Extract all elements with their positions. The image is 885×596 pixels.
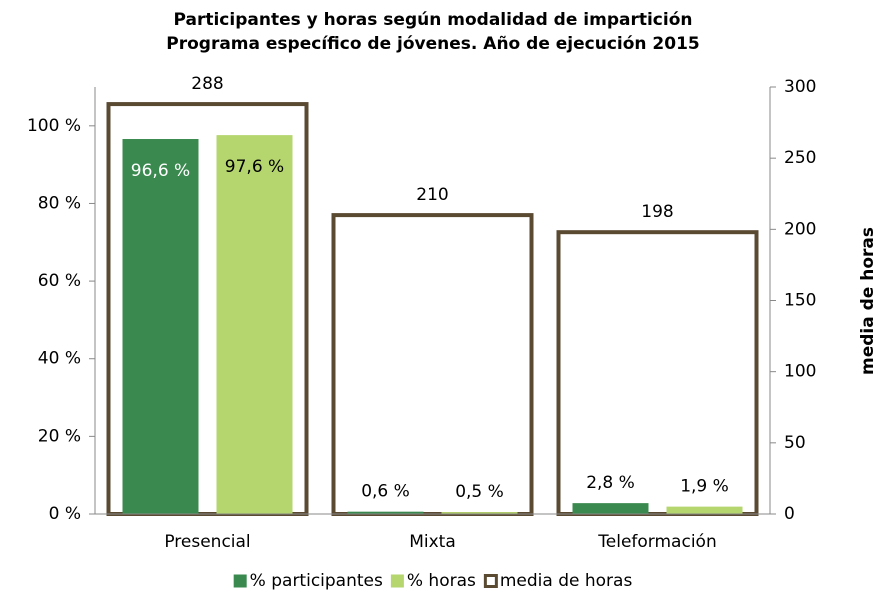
x-tick-label: Mixta: [409, 532, 456, 552]
chart-title: Participantes y horas según modalidad de…: [173, 10, 692, 30]
bar: [122, 139, 199, 514]
data-label: 2,8 %: [586, 473, 635, 493]
data-label: 0,6 %: [361, 482, 410, 502]
bar: [441, 512, 518, 514]
mean-hours-box: [331, 213, 534, 516]
y-tick-label: 60 %: [38, 271, 81, 291]
y2-tick-label: 150: [784, 291, 816, 311]
data-label: 96,6 %: [131, 161, 190, 181]
data-label: 97,6 %: [225, 157, 284, 177]
y-tick-label: 20 %: [38, 426, 81, 446]
y-tick-label: 100 %: [27, 116, 81, 136]
y2-axis-title: media de horas: [858, 227, 878, 375]
chart-subtitle: Programa específico de jóvenes. Año de e…: [166, 34, 700, 54]
legend-swatch: [233, 574, 247, 588]
y-tick-label: 40 %: [38, 349, 81, 369]
y2-tick-label: 0: [784, 504, 795, 524]
y2-tick-label: 50: [784, 433, 806, 453]
bar: [347, 511, 424, 514]
mean-hours-box: [556, 230, 759, 516]
data-label: 1,9 %: [680, 477, 729, 497]
y2-tick-label: 100: [784, 362, 816, 382]
legend-label: media de horas: [500, 571, 633, 591]
y-tick-label: 0 %: [49, 504, 81, 524]
bar: [572, 503, 649, 514]
y2-tick-label: 200: [784, 219, 816, 239]
x-tick-label: Presencial: [164, 532, 250, 552]
data-label: 210: [416, 185, 448, 205]
legend-swatch: [390, 574, 404, 588]
bar: [666, 506, 743, 514]
y2-tick-label: 300: [784, 77, 816, 97]
data-label: 0,5 %: [455, 482, 504, 502]
legend-swatch: [483, 574, 498, 588]
data-label: 198: [641, 202, 673, 222]
y2-tick-label: 250: [784, 148, 816, 168]
bar: [216, 135, 293, 514]
legend-label: % participantes: [250, 571, 383, 591]
legend-label: % horas: [407, 571, 476, 591]
y-tick-label: 80 %: [38, 193, 81, 213]
x-tick-label: Teleformación: [597, 532, 716, 552]
data-label: 288: [191, 74, 223, 94]
